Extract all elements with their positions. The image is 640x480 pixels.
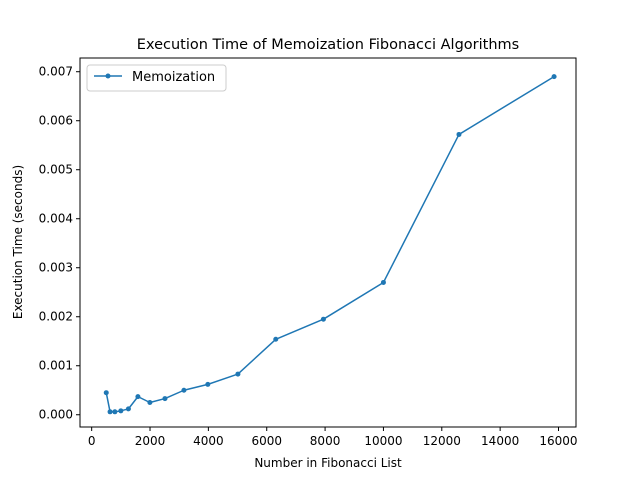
x-tick-label: 4000 <box>193 434 224 448</box>
x-tick-label: 10000 <box>364 434 402 448</box>
x-tick-label: 2000 <box>135 434 166 448</box>
y-tick-label: 0.003 <box>39 261 73 275</box>
y-tick-label: 0.000 <box>39 408 73 422</box>
series-layer <box>103 74 557 415</box>
y-tick-label: 0.005 <box>39 163 73 177</box>
legend-marker-memoization <box>105 73 111 79</box>
data-point <box>107 409 113 415</box>
chart-title: Execution Time of Memoization Fibonacci … <box>137 37 519 53</box>
data-point <box>162 396 168 402</box>
data-point <box>112 409 118 415</box>
legend-label-memoization: Memoization <box>132 70 215 85</box>
data-point <box>456 131 462 137</box>
data-point <box>235 371 241 377</box>
x-axis-label: Number in Fibonacci List <box>254 456 402 470</box>
y-axis-ticks: 0.000 0.001 0.002 0.003 0.004 0.005 0.006 0.007 <box>39 65 80 422</box>
data-point <box>320 316 326 322</box>
data-point <box>181 387 187 393</box>
data-point <box>551 74 557 80</box>
x-tick-label: 6000 <box>251 434 282 448</box>
data-point <box>380 279 386 285</box>
legend: Memoization <box>86 64 227 92</box>
data-point <box>205 381 211 387</box>
x-tick-label: 0 <box>88 434 96 448</box>
series-line-memoization <box>105 75 555 413</box>
y-tick-label: 0.007 <box>39 65 73 79</box>
x-tick-label: 14000 <box>481 434 519 448</box>
x-axis-ticks: 0 2000 4000 6000 8000 10000 12000 14000 16000 <box>88 427 578 448</box>
y-tick-label: 0.006 <box>39 114 73 128</box>
x-tick-label: 16000 <box>539 434 577 448</box>
data-point <box>147 399 153 405</box>
data-point <box>118 408 124 414</box>
y-tick-label: 0.001 <box>39 359 73 373</box>
y-axis-label: Execution Time (seconds) <box>11 165 25 319</box>
legend-box <box>86 64 227 92</box>
data-point <box>135 394 141 400</box>
y-tick-label: 0.004 <box>39 212 73 226</box>
data-point <box>125 406 131 412</box>
data-point <box>103 390 109 396</box>
plot-frame <box>79 57 577 428</box>
x-tick-label: 8000 <box>310 434 341 448</box>
y-tick-label: 0.002 <box>39 310 73 324</box>
x-tick-label: 12000 <box>423 434 461 448</box>
data-point <box>273 336 279 342</box>
